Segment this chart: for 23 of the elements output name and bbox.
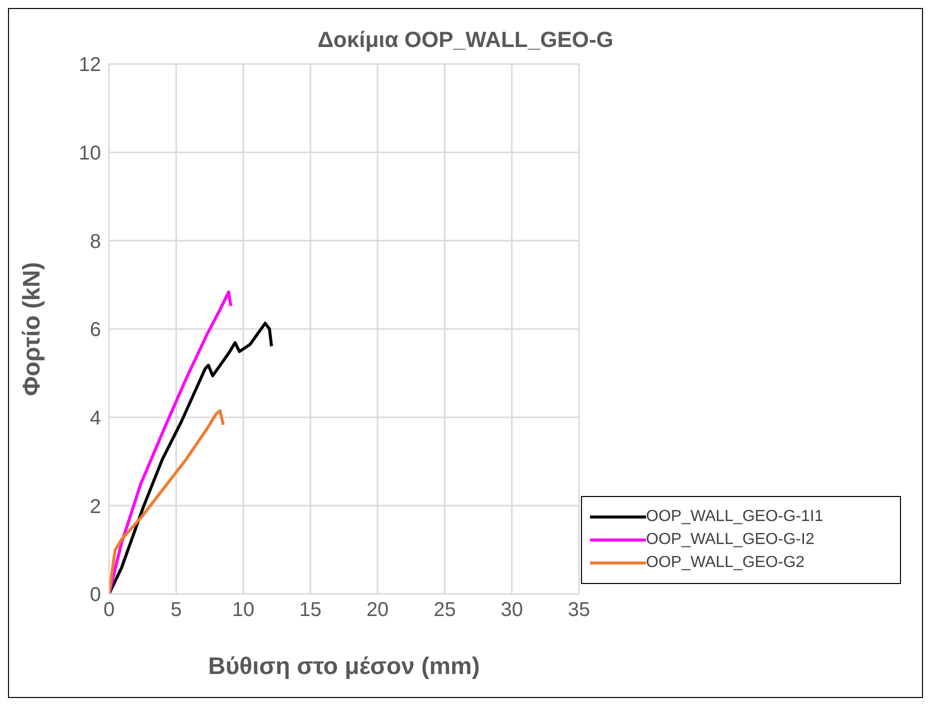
- x-tick-label: 5: [170, 599, 182, 622]
- y-tick-label: 12: [78, 54, 101, 76]
- legend-label: OOP_WALL_GEO-G2: [646, 554, 805, 572]
- legend-label: OOP_WALL_GEO-G-I2: [646, 531, 814, 549]
- x-tick-label: 10: [232, 599, 254, 622]
- line-series: [109, 290, 232, 594]
- x-axis-title: Βύθιση στο μέσον (mm): [208, 653, 480, 680]
- y-tick-label: 6: [90, 319, 101, 342]
- y-tick-label: 4: [90, 407, 101, 430]
- y-tick-label: 8: [90, 230, 101, 253]
- legend-label: OOP_WALL_GEO-G-1I1: [646, 508, 824, 526]
- x-tick-label: 20: [366, 599, 389, 622]
- x-tick-label: 15: [299, 599, 322, 622]
- y-tick-label: 10: [78, 142, 101, 164]
- x-tick-label: 30: [500, 599, 523, 622]
- y-tick-label: 0: [90, 584, 101, 606]
- line-series: [109, 322, 273, 594]
- x-tick-label: 25: [434, 599, 456, 622]
- chart-title: Δοκίμια OOP_WALL_GEO-G: [316, 27, 614, 53]
- line-series: [109, 409, 225, 594]
- y-tick-label: 2: [90, 496, 101, 518]
- x-tick-label: 35: [568, 599, 590, 622]
- y-axis-title: Φορτίο (kN): [18, 262, 46, 396]
